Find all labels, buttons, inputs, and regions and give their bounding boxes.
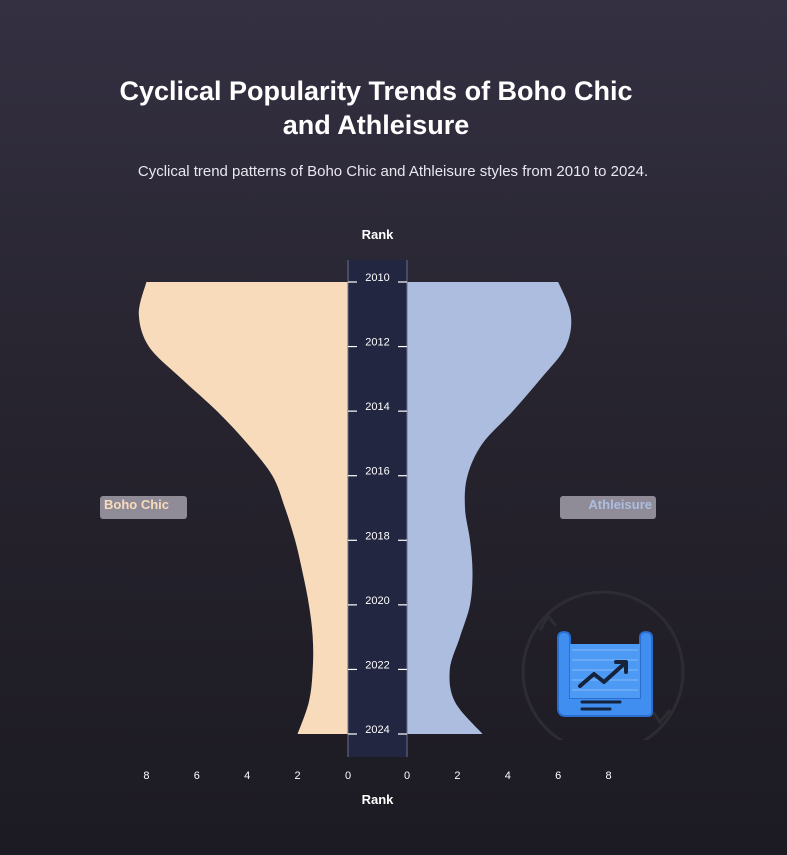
x-tick-label: 0 xyxy=(404,770,410,782)
x-tick-label: 8 xyxy=(606,770,612,782)
x-tick-label: 0 xyxy=(345,770,351,782)
bottom-axis-label: Rank xyxy=(362,792,395,807)
year-tick-label: 2012 xyxy=(365,337,389,349)
year-tick-label: 2016 xyxy=(365,466,389,478)
x-tick-label: 4 xyxy=(244,770,250,782)
year-tick-label: 2014 xyxy=(365,401,389,413)
x-tick-label: 8 xyxy=(143,770,149,782)
area-athleisure xyxy=(407,282,572,734)
legend-athleisure: Athleisure xyxy=(560,496,656,519)
x-tick-label: 6 xyxy=(194,770,200,782)
legend-athleisure-label: Athleisure xyxy=(588,497,652,512)
legend-athleisure-box xyxy=(560,496,656,519)
year-tick-label: 2024 xyxy=(365,724,389,736)
year-tick-label: 2018 xyxy=(365,530,389,542)
year-axis-band xyxy=(348,260,407,757)
top-axis-label: Rank xyxy=(362,227,395,242)
x-tick-label: 6 xyxy=(555,770,561,782)
x-tick-label: 4 xyxy=(505,770,511,782)
chart-scroll-icon xyxy=(521,590,685,740)
chart-subtitle: Cyclical trend patterns of Boho Chic and… xyxy=(137,163,649,180)
legend-boho-chic: Boho Chic xyxy=(100,496,187,519)
area-boho-chic xyxy=(138,282,348,734)
year-tick-label: 2022 xyxy=(365,659,389,671)
x-tick-label: 2 xyxy=(454,770,460,782)
x-tick-label: 2 xyxy=(295,770,301,782)
legend-boho-box xyxy=(100,496,187,519)
legend-boho-label: Boho Chic xyxy=(104,497,169,512)
year-tick-label: 2020 xyxy=(365,595,389,607)
chart-title: Cyclical Popularity Trends of Boho Chic … xyxy=(119,76,633,140)
year-tick-label: 2010 xyxy=(365,272,389,284)
